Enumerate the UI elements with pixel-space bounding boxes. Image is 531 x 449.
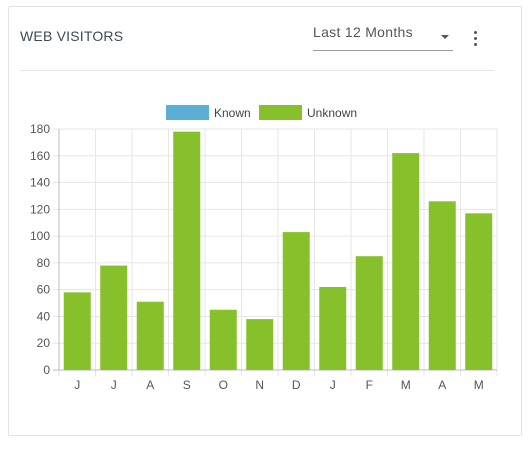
x-tick-label: A [438,378,446,392]
y-tick-label: 40 [37,309,51,323]
x-tick-label: O [219,378,228,392]
y-tick-label: 120 [30,202,50,216]
x-tick-label: J [74,378,80,392]
bar-unknown [392,153,420,370]
bar-unknown [63,292,91,370]
bar-unknown [136,301,164,370]
y-tick-label: 160 [30,149,50,163]
caret-down-icon [441,35,449,39]
x-tick-label: M [474,378,484,392]
bar-unknown [428,201,456,370]
y-tick-label: 140 [30,176,50,190]
x-tick-label: F [366,378,373,392]
y-tick-label: 60 [37,283,51,297]
bar-unknown [209,309,237,370]
bar-unknown [246,319,274,370]
x-tick-label: J [111,378,117,392]
more-options-icon[interactable] [468,28,484,50]
header-divider [20,70,494,71]
legend-label-unknown: Unknown [307,106,357,120]
y-tick-label: 180 [30,122,50,136]
y-tick-label: 100 [30,229,50,243]
legend-swatch-unknown [259,105,302,120]
y-tick-label: 80 [37,256,51,270]
card-title: WEB VISITORS [20,28,124,44]
x-tick-label: J [330,378,336,392]
y-tick-label: 0 [43,363,50,377]
bar-unknown [282,232,310,370]
period-select[interactable]: Last 12 Months [313,22,453,51]
x-tick-label: M [401,378,411,392]
x-tick-label: D [292,378,301,392]
x-tick-label: S [183,378,191,392]
bar-unknown [355,256,383,370]
legend-label-known: Known [214,106,251,120]
legend-swatch-known [166,105,209,120]
y-tick-label: 20 [37,336,51,350]
bar-unknown [319,286,347,370]
period-select-value: Last 12 Months [313,24,413,40]
x-tick-label: A [146,378,154,392]
x-tick-label: N [255,378,264,392]
bar-unknown [100,265,128,370]
bar-unknown [465,213,493,370]
bar-unknown [173,131,201,370]
